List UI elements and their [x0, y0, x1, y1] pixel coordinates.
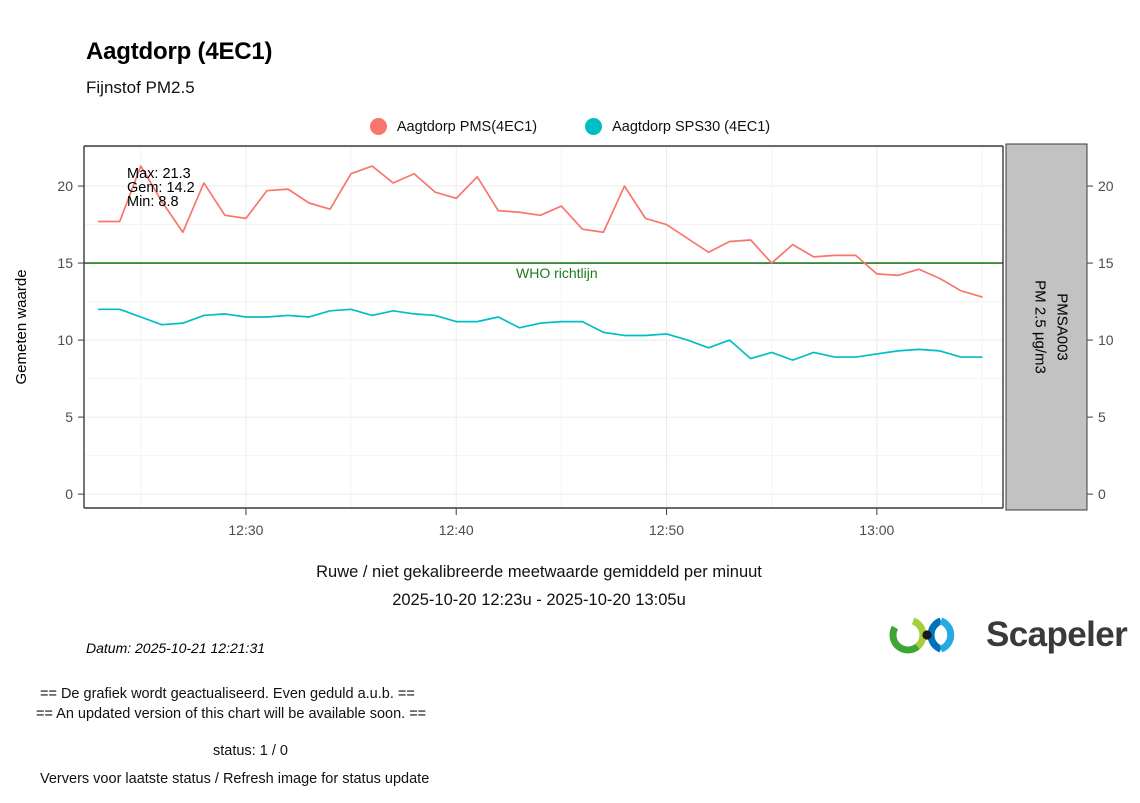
legend-color-swatch-sps30: [585, 118, 603, 135]
x-axis-tick-label: 12:50: [649, 522, 684, 538]
scapeler-logo[interactable]: Scapeler: [884, 612, 1128, 658]
legend-label-pms: Aagtdorp PMS(4EC1): [396, 118, 538, 135]
y2-axis-tick-label: 15: [1098, 255, 1114, 271]
scapeler-infinity-icon: [889, 617, 955, 654]
who-threshold-label: WHO richtlijn: [516, 265, 598, 281]
legend-item-sps30[interactable]: Aagtdorp SPS30 (4EC1): [585, 118, 770, 135]
y-axis-title: Gemeten waarde: [13, 269, 30, 384]
right-strip-sensor-label: PMSA003: [1054, 293, 1071, 361]
status-text: status: 1 / 0: [213, 743, 288, 759]
legend-color-swatch-pms: [369, 118, 387, 135]
y-axis-tick-label: 5: [65, 409, 73, 425]
x-axis-tick-label: 12:40: [439, 522, 474, 538]
logo-arc: [911, 617, 927, 650]
update-note-en: == An updated version of this chart will…: [36, 706, 427, 722]
y-axis-tick-label: 10: [57, 332, 73, 348]
stats-gem: Gem: 14.2: [127, 180, 195, 196]
y2-axis-tick-label: 10: [1098, 332, 1114, 348]
right-strip-panel: [1005, 143, 1088, 511]
y-axis-tick-label: 0: [65, 486, 73, 502]
chart-caption-line2: 2025-10-20 12:23u - 2025-10-20 13:05u: [392, 591, 686, 609]
refresh-hint: Ververs voor laatste status / Refresh im…: [40, 771, 430, 787]
scapeler-wordmark: Scapeler: [986, 615, 1128, 654]
legend-label-sps30: Aagtdorp SPS30 (4EC1): [612, 118, 771, 135]
chart-caption-line1: Ruwe / niet gekalibreerde meetwaarde gem…: [316, 563, 762, 581]
stats-max: Max: 21.3: [127, 166, 191, 182]
generation-date: Datum: 2025-10-21 12:21:31: [86, 640, 266, 656]
y-axis-tick-label: 15: [57, 255, 73, 271]
y2-axis-tick-label: 20: [1098, 178, 1114, 194]
stats-min: Min: 8.8: [127, 194, 179, 210]
logo-arc: [927, 617, 943, 653]
series-line-sps30: [97, 308, 983, 361]
page-subtitle: Fijnstof PM2.5: [86, 78, 195, 97]
plot-background: [84, 146, 1003, 508]
logo-center-dot: [922, 630, 932, 640]
y2-axis-tick-label: 5: [1098, 409, 1106, 425]
update-note-nl: == De grafiek wordt geactualiseerd. Even…: [40, 686, 415, 702]
logo-arc: [889, 625, 920, 654]
right-strip-unit-label: PM 2.5 µg/m3: [1032, 280, 1049, 374]
page-title: Aagtdorp (4EC1): [86, 38, 273, 65]
y2-axis-tick-label: 0: [1098, 486, 1106, 502]
legend-item-pms[interactable]: Aagtdorp PMS(4EC1): [369, 118, 538, 135]
chart-legend: Aagtdorp PMS(4EC1) Aagtdorp SPS30 (4EC1): [0, 118, 1140, 135]
y-axis-tick-label: 20: [57, 178, 73, 194]
logo-arc: [939, 617, 955, 653]
x-axis-tick-label: 12:30: [228, 522, 263, 538]
x-axis-tick-label: 13:00: [859, 522, 894, 538]
series-line-pms: [97, 165, 983, 298]
